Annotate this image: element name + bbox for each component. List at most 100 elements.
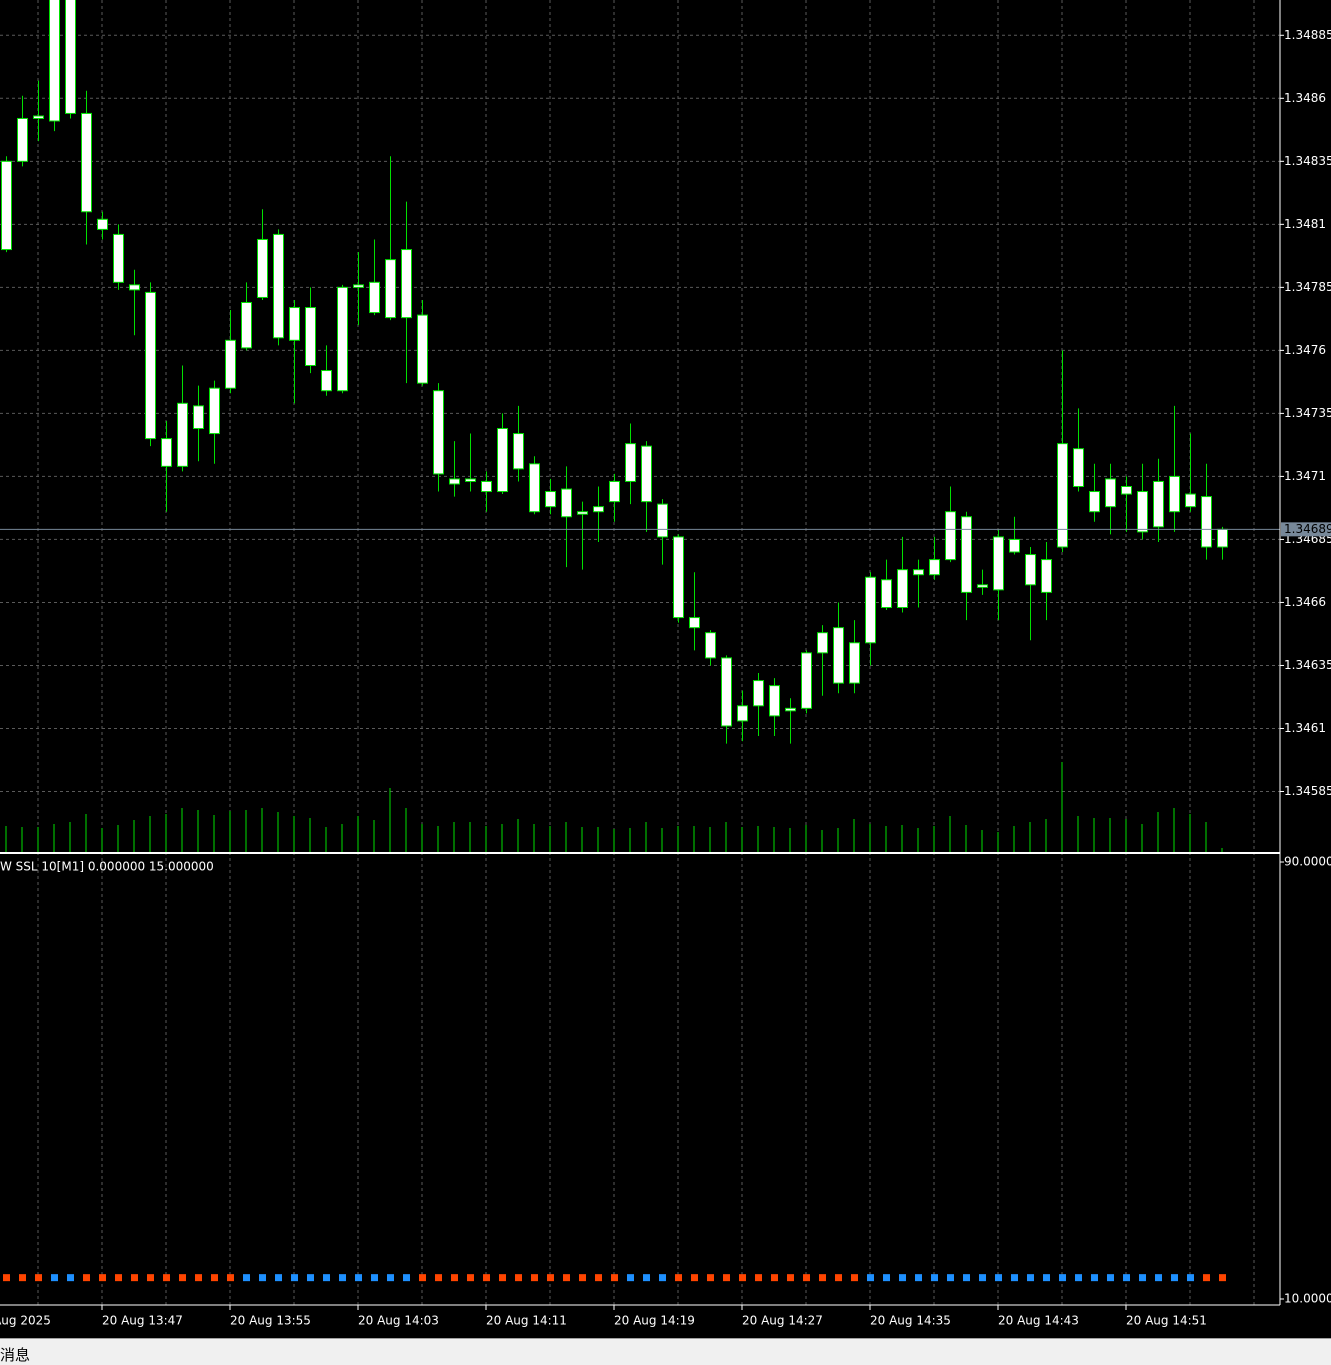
- y-tick-label: 1.3466: [1284, 595, 1326, 609]
- candle-body: [993, 536, 1004, 591]
- candle-body: [273, 233, 284, 339]
- signal-dot: [931, 1274, 938, 1282]
- signal-dot: [1091, 1274, 1098, 1282]
- candle-body: [721, 657, 732, 727]
- signal-dot: [803, 1274, 810, 1282]
- indicator-label: W SSL 10[M1] 0.000000 15.000000: [0, 860, 214, 874]
- signal-dot: [99, 1274, 106, 1282]
- candle-body: [673, 536, 684, 619]
- signal-dot: [723, 1274, 730, 1282]
- signal-dot: [323, 1274, 330, 1282]
- signal-dot: [483, 1274, 490, 1282]
- signal-dot: [915, 1274, 922, 1282]
- signal-dot: [243, 1274, 250, 1282]
- candle-body: [481, 480, 492, 493]
- signal-dot: [979, 1274, 986, 1282]
- date-label: 20 Aug 2025: [0, 1314, 51, 1328]
- signal-dot: [643, 1274, 650, 1282]
- candle-body: [305, 307, 316, 367]
- x-tick-label: 20 Aug 14:11: [486, 1314, 567, 1328]
- signal-dot: [147, 1274, 154, 1282]
- candle-body: [1217, 528, 1228, 548]
- tab-bar: 消息: [0, 1338, 1331, 1365]
- candle-body: [1185, 493, 1196, 508]
- signal-dot: [291, 1274, 298, 1282]
- signal-dot: [659, 1274, 666, 1282]
- candle-body: [1089, 491, 1100, 513]
- candle-body: [129, 284, 140, 291]
- candle-body: [1137, 491, 1148, 533]
- candle-body: [577, 511, 588, 515]
- candle-body: [209, 387, 220, 435]
- signal-dot: [595, 1274, 602, 1282]
- x-tick-label: 20 Aug 13:55: [230, 1314, 311, 1328]
- signal-dot: [1075, 1274, 1082, 1282]
- y-tick-label: 1.34835: [1284, 154, 1331, 168]
- candle-body: [513, 433, 524, 470]
- candle-body: [753, 680, 764, 707]
- candle-body: [1121, 485, 1132, 495]
- signal-dot: [35, 1274, 42, 1282]
- signal-dot: [1043, 1274, 1050, 1282]
- candle-body: [385, 259, 396, 319]
- candle-body: [769, 685, 780, 717]
- candle-body: [737, 705, 748, 722]
- signal-dot: [1139, 1274, 1146, 1282]
- candle-body: [353, 284, 364, 288]
- signal-dot: [531, 1274, 538, 1282]
- candle-body: [33, 115, 44, 119]
- signal-dot: [227, 1274, 234, 1282]
- y-tick-label: 1.3471: [1284, 469, 1326, 483]
- candle-body: [401, 249, 412, 319]
- y-tick-label: 1.34885: [1284, 28, 1331, 42]
- candle-body: [465, 478, 476, 482]
- signal-dot: [163, 1274, 170, 1282]
- signal-dot: [819, 1274, 826, 1282]
- x-tick-label: 20 Aug 14:03: [358, 1314, 439, 1328]
- candle-body: [529, 463, 540, 513]
- current-price-label: 1.34689: [1284, 522, 1331, 536]
- y-tick-label: 1.3486: [1284, 91, 1326, 105]
- candle-body: [1009, 538, 1020, 553]
- signal-dot: [51, 1274, 58, 1282]
- signal-dot: [259, 1274, 266, 1282]
- y-tick-label: 1.34585: [1284, 784, 1331, 798]
- candle-body: [1041, 559, 1052, 593]
- signal-dot: [67, 1274, 74, 1282]
- candle-body: [193, 405, 204, 430]
- y-tick-label: 1.3461: [1284, 721, 1326, 735]
- signal-dot: [691, 1274, 698, 1282]
- signal-dot: [1203, 1274, 1210, 1282]
- signal-dot: [707, 1274, 714, 1282]
- candle-body: [657, 503, 668, 538]
- signal-dot: [131, 1274, 138, 1282]
- tab-label[interactable]: 消息: [0, 1346, 31, 1364]
- signal-dot: [339, 1274, 346, 1282]
- signal-dot: [611, 1274, 618, 1282]
- signal-dot: [835, 1274, 842, 1282]
- candle-body: [49, 0, 60, 122]
- signal-dot: [1059, 1274, 1066, 1282]
- signal-dot: [419, 1274, 426, 1282]
- candle-body: [561, 488, 572, 518]
- signal-dot: [1171, 1274, 1178, 1282]
- candle-body: [1201, 496, 1212, 548]
- y-tick-label: 10.0000: [1284, 1292, 1331, 1306]
- candle-body: [1073, 448, 1084, 487]
- signal-dot: [963, 1274, 970, 1282]
- signal-dot: [579, 1274, 586, 1282]
- candle-body: [241, 301, 252, 349]
- candle-body: [881, 579, 892, 608]
- candle-body: [929, 559, 940, 576]
- candle-body: [1169, 475, 1180, 513]
- x-tick-label: 20 Aug 14:27: [742, 1314, 823, 1328]
- candle-body: [257, 238, 268, 298]
- candle-body: [641, 445, 652, 503]
- x-tick-label: 20 Aug 14:51: [1126, 1314, 1207, 1328]
- y-tick-label: 1.3481: [1284, 217, 1326, 231]
- candle-body: [1, 160, 12, 251]
- candle-body: [113, 233, 124, 283]
- candle-body: [801, 652, 812, 709]
